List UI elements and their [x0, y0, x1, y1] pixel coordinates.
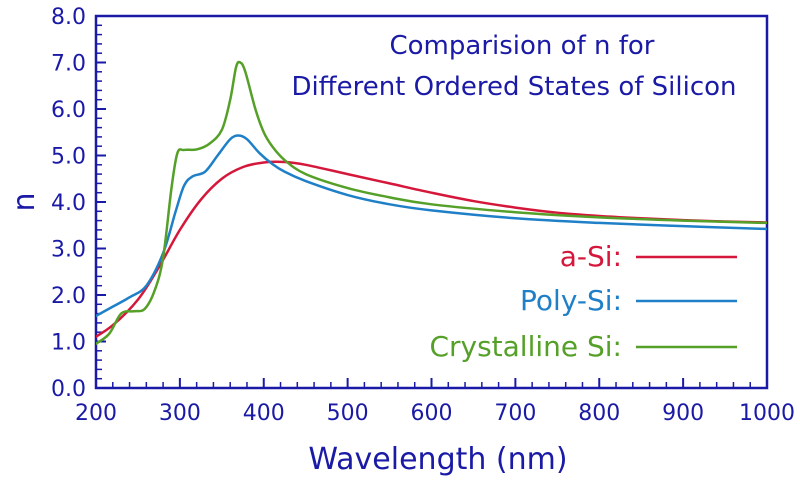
y-tick-label: 1.0	[51, 331, 86, 356]
x-tick-label: 700	[494, 401, 536, 426]
x-tick-label: 400	[243, 401, 285, 426]
y-tick-label: 6.0	[51, 98, 86, 123]
x-tick-label: 300	[159, 401, 201, 426]
legend-label-crystalline-si: Crystalline Si:	[429, 330, 622, 363]
series-lines	[96, 60, 767, 346]
x-tick-label: 500	[327, 401, 369, 426]
x-axis: 200 300 400 500 600 700 800 900 1000	[75, 378, 795, 426]
chart-title-line-2: Different Ordered States of Silicon	[291, 72, 736, 102]
y-axis-label: n	[7, 192, 42, 211]
x-tick-label: 1000	[739, 401, 795, 426]
x-axis-label: Wavelength (nm)	[308, 442, 567, 477]
x-tick-label: 800	[578, 401, 620, 426]
chart-title-line-1: Comparision of n for	[390, 31, 655, 61]
series-line-crystalline-si	[96, 60, 767, 346]
y-tick-label: 4.0	[51, 191, 86, 216]
y-tick-label: 2.0	[51, 284, 86, 309]
legend: a-Si: Poly-Si: Crystalline Si:	[429, 240, 737, 363]
y-tick-label: 8.0	[51, 5, 86, 30]
x-tick-label: 200	[75, 401, 117, 426]
x-tick-label: 900	[662, 401, 704, 426]
series-line-a-si	[96, 160, 767, 339]
y-tick-label: 3.0	[51, 238, 86, 263]
x-tick-label: 600	[411, 401, 453, 426]
y-axis: 0.0 1.0 2.0 3.0 4.0 5.0 6.0 7.0 8.0	[51, 5, 106, 402]
legend-label-a-si: a-Si:	[560, 240, 622, 273]
y-tick-label: 7.0	[51, 52, 86, 77]
legend-label-poly-si: Poly-Si:	[520, 284, 622, 317]
series-line-poly-si	[96, 134, 767, 318]
y-tick-label: 5.0	[51, 145, 86, 170]
y-tick-label: 0.0	[51, 377, 86, 402]
